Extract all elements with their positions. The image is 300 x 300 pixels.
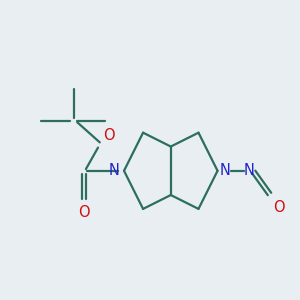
Text: O: O xyxy=(78,206,90,220)
Text: O: O xyxy=(103,128,115,143)
Text: N: N xyxy=(219,163,230,178)
Text: O: O xyxy=(273,200,285,215)
Text: N: N xyxy=(243,163,254,178)
Text: N: N xyxy=(109,163,120,178)
